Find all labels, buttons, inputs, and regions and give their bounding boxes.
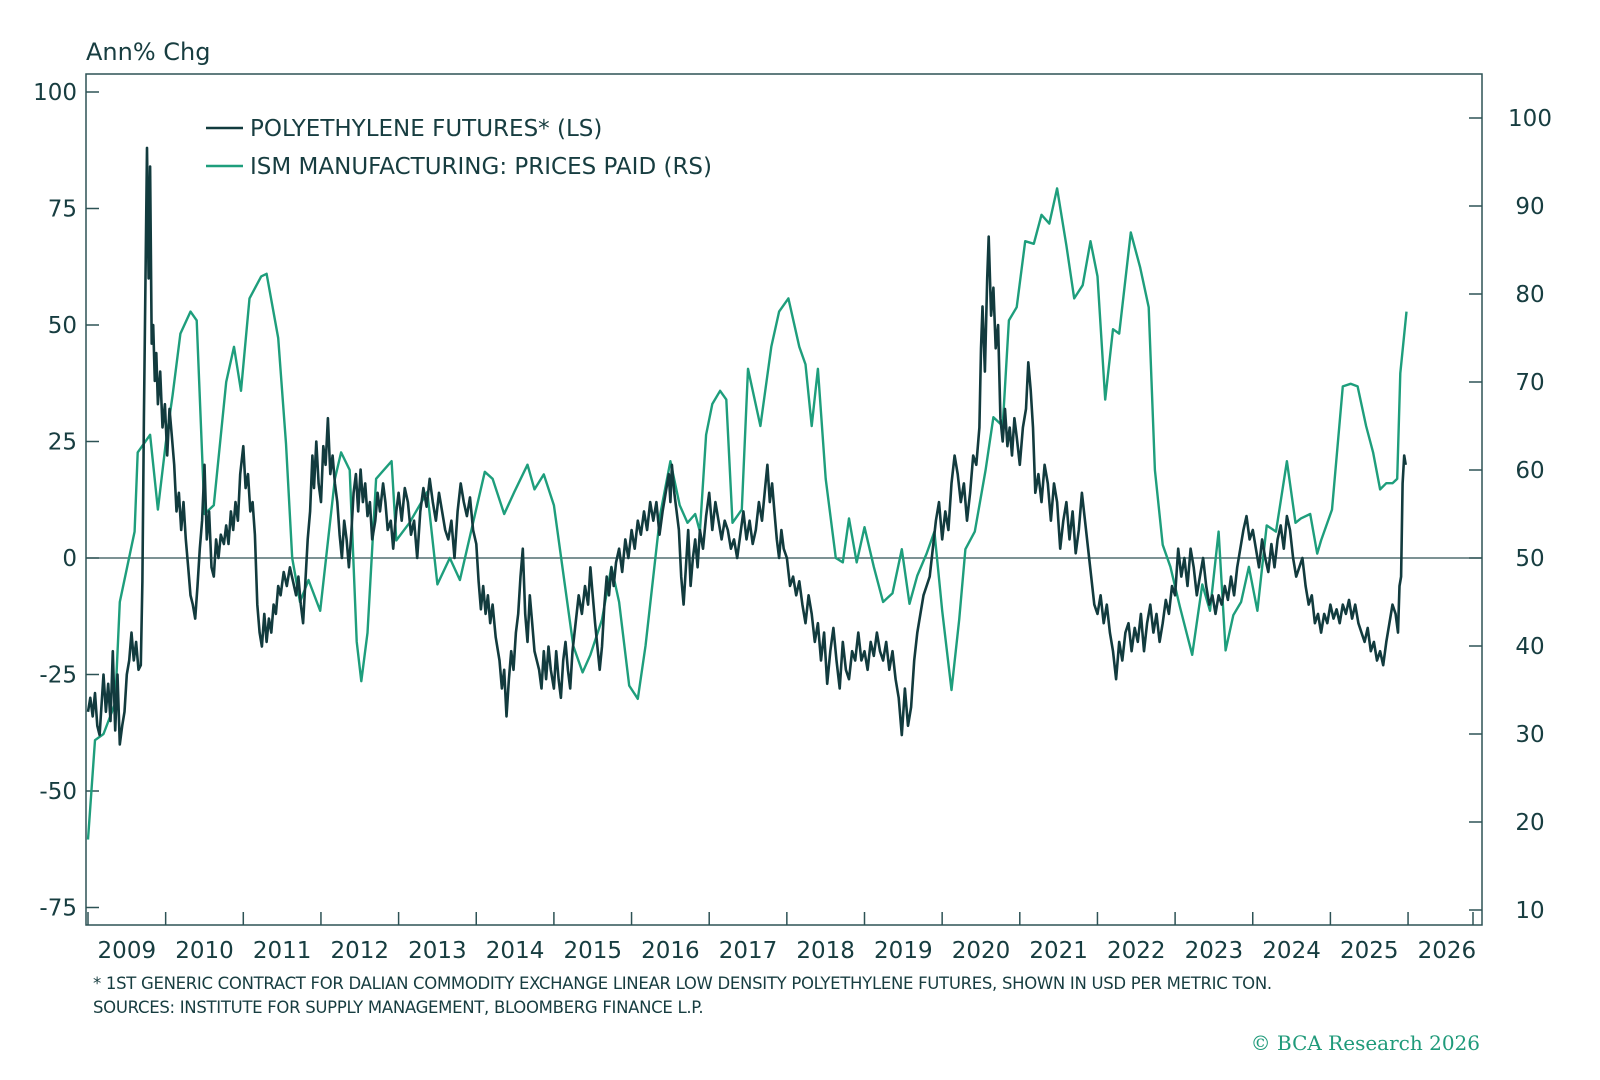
- x-tick-label: 2016: [641, 938, 700, 964]
- footnote-sources: SOURCES: INSTITUTE FOR SUPPLY MANAGEMENT…: [93, 998, 704, 1017]
- x-tick-label: 2014: [486, 938, 545, 964]
- x-tick-label: 2019: [874, 938, 933, 964]
- right-tick-label: 90: [1515, 194, 1544, 220]
- left-axis-title: Ann% Chg: [86, 38, 210, 66]
- left-tick-label: 0: [62, 546, 77, 572]
- right-tick-label: 40: [1515, 634, 1544, 660]
- left-axis-ticks: 100 75 50 25 0 -25 -50 -75: [33, 80, 99, 922]
- right-tick-label: 10: [1515, 898, 1544, 924]
- left-tick-label: -25: [39, 663, 77, 689]
- x-tick-label: 2020: [952, 938, 1011, 964]
- x-tick-label: 2015: [563, 938, 622, 964]
- x-tick-label: 2017: [719, 938, 778, 964]
- right-tick-label: 80: [1515, 282, 1544, 308]
- x-tick-label: 2018: [796, 938, 855, 964]
- left-tick-label: 100: [33, 80, 77, 106]
- x-tick-label: 2009: [98, 938, 157, 964]
- left-tick-label: -75: [39, 896, 77, 922]
- legend-label-ism: ISM MANUFACTURING: PRICES PAID (RS): [250, 154, 712, 180]
- plot-frame: [85, 73, 1483, 926]
- legend-label-polyethylene: POLYETHYLENE FUTURES* (LS): [250, 116, 602, 142]
- series-layer: [86, 146, 1408, 840]
- right-axis-ticks: 100 90 80 70 60 50 40 30 20 10: [1469, 106, 1552, 924]
- x-tick-label: 2026: [1418, 938, 1477, 964]
- right-tick-label: 50: [1515, 546, 1544, 572]
- right-tick-label: 100: [1508, 106, 1552, 132]
- footnote-contract-description: * 1ST GENERIC CONTRACT FOR DALIAN COMMOD…: [93, 974, 1272, 993]
- x-tick-label: 2013: [408, 938, 467, 964]
- x-tick-label: 2022: [1107, 938, 1166, 964]
- x-axis-ticks: 2009 2010 2011 2012 2013 2014 2015 2016 2017 2018…: [87, 912, 1477, 964]
- left-tick-label: 75: [48, 197, 77, 223]
- x-tick-label: 2025: [1340, 938, 1399, 964]
- x-tick-label: 2024: [1262, 938, 1321, 964]
- right-tick-label: 70: [1515, 370, 1544, 396]
- x-tick-label: 2023: [1185, 938, 1244, 964]
- left-tick-label: -50: [39, 779, 77, 805]
- polyethylene-futures-line: [86, 146, 1407, 746]
- right-tick-label: 60: [1515, 458, 1544, 484]
- legend: POLYETHYLENE FUTURES* (LS) ISM MANUFACTU…: [206, 116, 712, 180]
- x-tick-label: 2021: [1029, 938, 1088, 964]
- x-tick-label: 2010: [175, 938, 234, 964]
- right-tick-label: 20: [1515, 810, 1544, 836]
- left-tick-label: 25: [48, 430, 77, 456]
- x-tick-label: 2011: [253, 938, 312, 964]
- right-tick-label: 30: [1515, 722, 1544, 748]
- ism-prices-paid-line: [86, 187, 1408, 840]
- left-tick-label: 50: [48, 313, 77, 339]
- x-tick-label: 2012: [331, 938, 390, 964]
- plot-border: [85, 73, 1483, 926]
- copyright-notice: © BCA Research 2026: [1250, 1031, 1480, 1055]
